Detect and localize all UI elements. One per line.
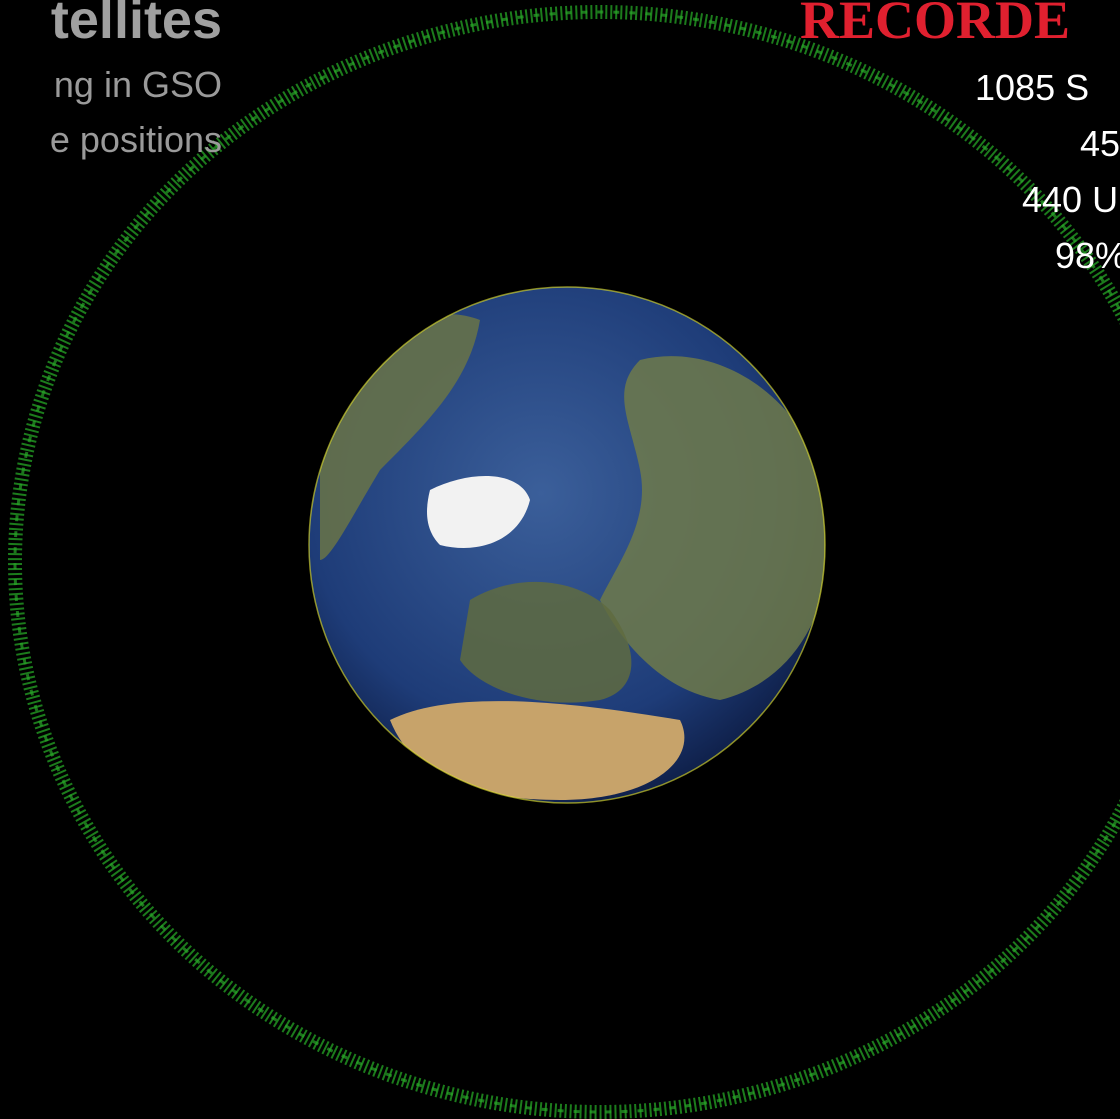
gso-ring [8, 5, 1120, 1119]
stat-line: 1085 S [975, 67, 1089, 108]
subtitle-line: ng in GSO [54, 64, 222, 105]
stat-line: 98% [1055, 235, 1120, 276]
stat-line: 440 U [1022, 179, 1118, 220]
stats-title: RECORDE [800, 0, 1070, 50]
stat-line: 45 [1080, 123, 1120, 164]
earth [308, 286, 826, 804]
subtitle-line: e positions [50, 119, 222, 160]
title: tellites [51, 0, 222, 50]
